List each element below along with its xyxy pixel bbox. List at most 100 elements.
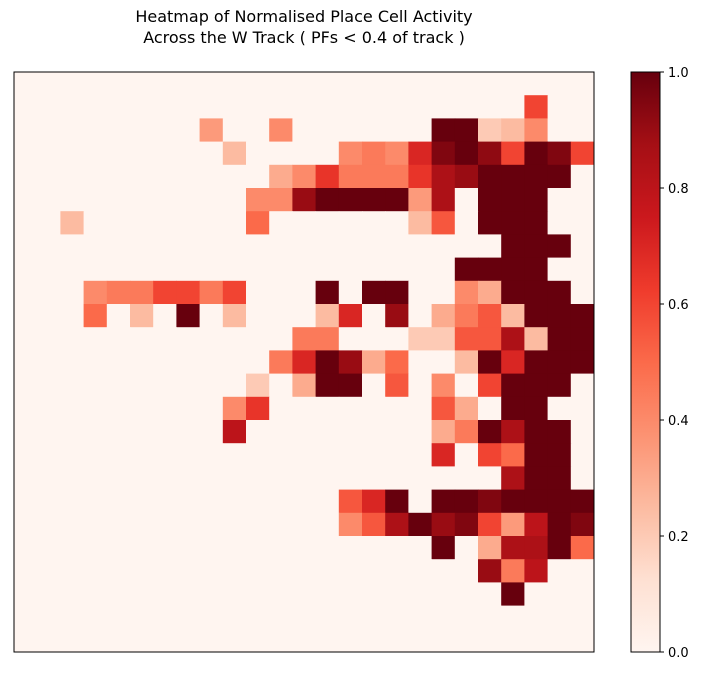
heatmap-cell [83,72,108,96]
heatmap-cell [60,141,85,166]
heatmap-cell [338,95,363,119]
heatmap-cell [570,304,595,328]
heatmap-cell [385,304,409,328]
heatmap-cell [292,489,317,514]
heatmap-cell [338,582,363,607]
heatmap-cell [431,559,456,583]
heatmap-cell [199,420,224,444]
heatmap-cell [246,234,270,259]
heatmap-cell [60,304,85,328]
heatmap-cell [570,582,595,607]
heatmap-cell [478,211,502,235]
heatmap-cell [547,211,572,235]
heatmap-cell [431,466,456,491]
heatmap-cell [37,72,61,96]
heatmap-cell [478,72,502,96]
heatmap-cell [292,164,317,189]
heatmap-cell [130,466,154,491]
heatmap-cell [408,536,433,560]
heatmap-cell [454,512,479,537]
heatmap-cell [153,489,177,514]
heatmap-cell [431,280,456,305]
heatmap-cell [130,257,154,282]
heatmap-cell [408,489,433,514]
heatmap-cell [454,559,479,583]
heatmap-cell [292,582,317,607]
heatmap-cell [431,257,456,282]
heatmap-cell [83,95,108,119]
heatmap-cell [222,582,247,607]
heatmap-cell [106,420,131,444]
heatmap-cell [199,95,224,119]
heatmap-cell [570,280,595,305]
heatmap-cell [431,141,456,166]
heatmap-cell [408,304,433,328]
heatmap-cell [292,211,317,235]
heatmap-cell [547,72,572,96]
heatmap-cell [153,605,177,630]
heatmap-cell [501,582,525,607]
heatmap-cell [547,605,572,630]
heatmap-cell [83,466,108,491]
heatmap-cell [524,466,549,491]
heatmap-cell [478,164,502,189]
heatmap-cell [246,536,270,560]
heatmap-cell [315,141,340,166]
colorbar-tick-label: 1.0 [668,66,689,81]
heatmap-cell [547,489,572,514]
heatmap-cell [501,466,525,491]
heatmap-cell [130,188,154,212]
heatmap-cell [408,512,433,537]
heatmap-cell [570,466,595,491]
heatmap-cell [106,141,131,166]
heatmap-cell [130,72,154,96]
heatmap-cell [60,211,85,235]
heatmap-cell [338,211,363,235]
heatmap-cell [570,536,595,560]
heatmap-cell [106,350,131,375]
heatmap-cell [269,95,293,119]
heatmap-cell [60,257,85,282]
heatmap-cell [501,373,525,398]
heatmap-cell [338,141,363,166]
heatmap-cell [362,396,386,421]
heatmap-cell [431,628,456,653]
heatmap-cell [60,420,85,444]
heatmap-cell [106,304,131,328]
heatmap-cell [269,280,293,305]
heatmap-cell [408,164,433,189]
heatmap-cell [292,257,317,282]
heatmap-cell [269,234,293,259]
heatmap-cell [338,512,363,537]
heatmap-cell [524,605,549,630]
heatmap-cell [176,141,201,166]
heatmap-cell [547,536,572,560]
heatmap-cell [246,605,270,630]
heatmap-cell [176,605,201,630]
heatmap-cell [385,350,409,375]
heatmap-cell [524,118,549,143]
heatmap-cell [222,327,247,351]
heatmap-cell [292,466,317,491]
heatmap-cell [362,234,386,259]
heatmap-cell [478,257,502,282]
heatmap-cell [408,373,433,398]
heatmap-cell [153,118,177,143]
heatmap-cell [431,443,456,467]
heatmap-cell [130,582,154,607]
heatmap-cell [222,141,247,166]
heatmap-cell [222,420,247,444]
heatmap-cell [14,512,38,537]
heatmap-cell [37,605,61,630]
heatmap-cell [37,327,61,351]
colorbar-tick-label: 0.0 [668,646,689,661]
heatmap-cell [478,95,502,119]
heatmap-cell [153,188,177,212]
heatmap-cell [106,536,131,560]
heatmap-cell [570,211,595,235]
heatmap-cell [14,420,38,444]
heatmap-cell [176,443,201,467]
heatmap-cell [106,164,131,189]
heatmap-cell [106,605,131,630]
heatmap-cell [83,234,108,259]
